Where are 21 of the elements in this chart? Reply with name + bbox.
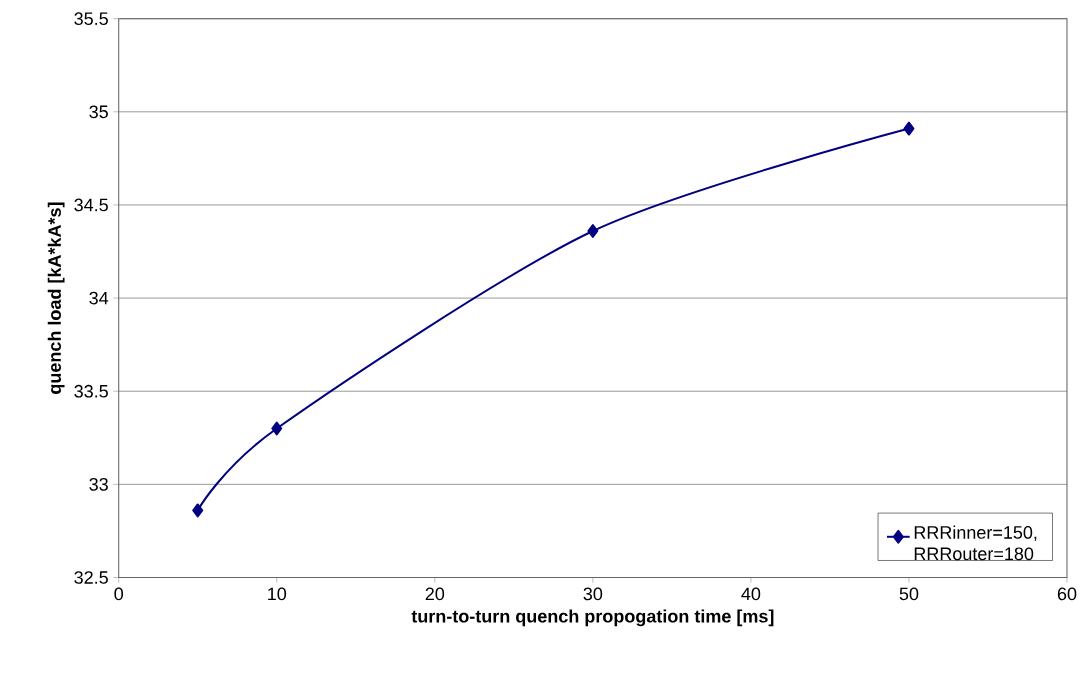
y-tick-label: 33 xyxy=(89,478,108,491)
x-tick-label: 0 xyxy=(114,587,124,601)
x-axis-title: turn-to-turn quench propogation time [ms] xyxy=(411,609,774,627)
point xyxy=(192,503,204,518)
point xyxy=(271,421,283,436)
legend-label: RRRinner=150, RRRouter=180 xyxy=(914,525,1037,561)
x-tick-label: 10 xyxy=(268,587,287,601)
x-tick-label: 50 xyxy=(899,587,919,601)
x-tick-label: 20 xyxy=(425,587,445,601)
x-tick-label: 30 xyxy=(583,587,603,601)
y-tick-label: 34 xyxy=(89,291,109,305)
x-tick-label: 60 xyxy=(1057,587,1077,601)
y-tick-label: 35.5 xyxy=(74,12,108,26)
x-tick-label: 40 xyxy=(741,587,761,601)
y-tick-label: 34.5 xyxy=(74,198,108,212)
y-tick-label: 32.5 xyxy=(74,571,108,585)
y-tick-label: 35 xyxy=(89,105,108,119)
point xyxy=(903,121,915,136)
point xyxy=(587,224,599,239)
y-axis-title: quench load [kA*kA*s] xyxy=(47,202,65,395)
y-tick-label: 33.5 xyxy=(74,385,108,398)
